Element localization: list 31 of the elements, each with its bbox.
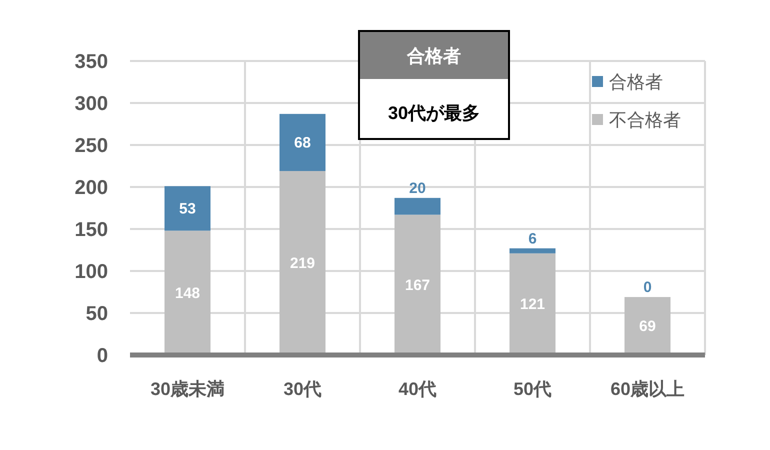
y-tick-label: 300 bbox=[74, 93, 108, 115]
data-label: 69 bbox=[639, 318, 656, 336]
data-label: 68 bbox=[294, 134, 311, 152]
legend-label: 不合格者 bbox=[609, 110, 681, 130]
y-tick-label: 250 bbox=[74, 135, 108, 157]
x-tick-label: 60歳以上 bbox=[610, 379, 685, 399]
legend-label: 合格者 bbox=[609, 72, 663, 92]
annotation: 30代が最多 bbox=[388, 103, 480, 123]
data-label: 20 bbox=[409, 180, 426, 197]
bar bbox=[394, 198, 440, 215]
annotation: 合格者 bbox=[406, 46, 461, 66]
bar bbox=[280, 114, 326, 172]
data-label: 219 bbox=[290, 255, 316, 272]
y-tick-label: 200 bbox=[74, 177, 108, 199]
y-tick-label: 50 bbox=[86, 303, 108, 325]
x-tick-label: 40代 bbox=[398, 379, 437, 399]
data-label: 121 bbox=[520, 296, 546, 314]
data-label: 0 bbox=[643, 279, 652, 296]
data-label: 53 bbox=[179, 200, 196, 218]
data-label: 6 bbox=[528, 230, 537, 248]
y-tick-label: 150 bbox=[74, 219, 108, 241]
x-tick-label: 50代 bbox=[513, 379, 552, 399]
bar bbox=[164, 186, 210, 231]
data-label: 148 bbox=[174, 284, 200, 302]
bar bbox=[510, 248, 556, 254]
x-tick-label: 30代 bbox=[283, 379, 322, 399]
y-tick-label: 0 bbox=[96, 345, 108, 367]
data-label: 167 bbox=[404, 276, 430, 294]
y-tick-label: 350 bbox=[74, 51, 108, 73]
x-tick-label: 30歳未満 bbox=[150, 379, 225, 399]
y-tick-label: 100 bbox=[74, 261, 108, 283]
